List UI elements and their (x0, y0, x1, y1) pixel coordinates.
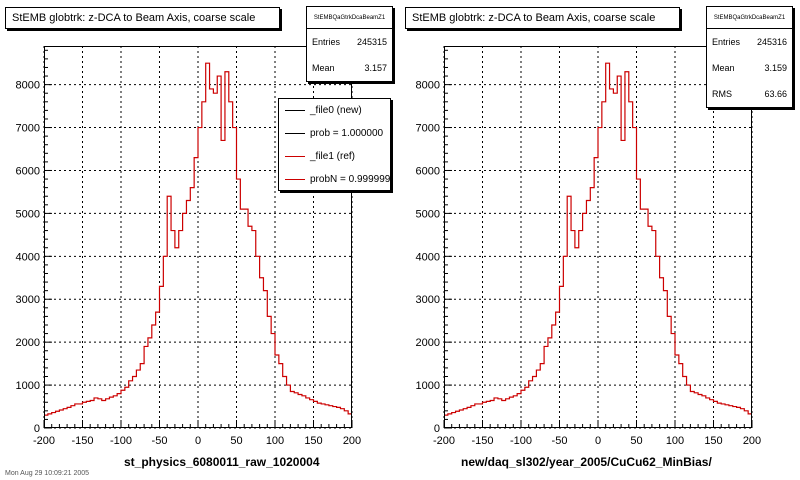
x-tick-label: -200 (433, 435, 455, 447)
y-tick-label: 3000 (16, 294, 40, 306)
legend-swatch (285, 179, 305, 180)
y-tick-label: 2000 (16, 337, 40, 349)
left-pad: -200 -150 -100 -50 0 50 100 150 200 0 1000 2000 3000… (5, 6, 393, 477)
left-histogram-title: StEMB globtrk: z-DCA to Beam Axis, coars… (5, 7, 280, 29)
x-tick-label: 0 (595, 435, 601, 447)
left-legend: _file0 (new) prob = 1.000000 _file1 (ref… (278, 98, 391, 191)
x-tick-label: -100 (110, 435, 132, 447)
histogram-series (44, 62, 352, 416)
right-stats-row-rms: RMS 63.66 (707, 81, 792, 107)
y-tick-label: 8000 (16, 80, 40, 92)
x-tick-label: 150 (704, 435, 722, 447)
histogram-series (444, 62, 752, 416)
y-tick-label: 1000 (16, 380, 40, 392)
x-tick-label: 100 (666, 435, 684, 447)
y-tick-label: 5000 (16, 208, 40, 220)
legend-entry-prob: prob = 1.000000 (279, 122, 390, 145)
stats-value: 3.157 (364, 63, 387, 73)
stats-label: Mean (312, 63, 335, 73)
x-tick-label: -50 (152, 435, 168, 447)
right-stats-row-mean: Mean 3.159 (707, 55, 792, 81)
x-tick-label: -200 (33, 435, 55, 447)
x-tick-label: 200 (743, 435, 761, 447)
y-tick-label: 1000 (416, 380, 440, 392)
y-tick-label: 8000 (416, 80, 440, 92)
stats-label: Mean (712, 63, 735, 73)
legend-label: prob = 1.000000 (310, 128, 384, 139)
x-tick-label: 200 (343, 435, 361, 447)
stats-label: Entries (712, 37, 741, 47)
x-tick-label: 150 (304, 435, 322, 447)
x-tick-label: -100 (510, 435, 532, 447)
y-tick-label: 0 (434, 423, 440, 435)
y-tick-label: 7000 (16, 123, 40, 135)
right-stats-name: StEMBQaGtrkDcaBeamZ1 (707, 7, 792, 29)
legend-swatch (285, 110, 305, 111)
right-histogram-title: StEMB globtrk: z-DCA to Beam Axis, coars… (405, 7, 680, 29)
legend-label: _file0 (new) (310, 105, 362, 116)
stats-value: 63.66 (764, 89, 787, 99)
footer-timestamp: Mon Aug 29 10:09:21 2005 (5, 470, 90, 477)
left-plot: -200 -150 -100 -50 0 50 100 150 2000100020003000… (16, 46, 361, 447)
y-tick-label: 2000 (416, 337, 440, 349)
right-stats-box: StEMBQaGtrkDcaBeamZ1 Entries 245316 Mean… (706, 6, 793, 108)
y-tick-label: 3000 (416, 294, 440, 306)
y-tick-label: 7000 (416, 123, 440, 135)
left-stats-row-entries: Entries 245315 (307, 29, 392, 55)
x-tick-label: -150 (471, 435, 493, 447)
right-pad: -200 -150 -100 -50 0 50 100 150 200 0 1000 2000 3000… (400, 0, 800, 480)
y-tick-label: 4000 (16, 251, 40, 263)
x-tick-label: 50 (230, 435, 242, 447)
x-tick-label: 100 (266, 435, 284, 447)
legend-swatch (285, 156, 305, 157)
stats-value: 245315 (356, 37, 387, 47)
stats-label: Entries (312, 37, 341, 47)
stats-value: 245316 (756, 37, 787, 47)
right-x-axis-label: new/daq_sl302/year_2005/CuCu62_MinBias/ (461, 455, 712, 469)
stats-label: RMS (712, 89, 732, 99)
y-tick-label: 6000 (16, 165, 40, 177)
left-x-axis-label: st_physics_6080011_raw_1020004 (124, 455, 320, 469)
x-tick-label: 0 (195, 435, 201, 447)
left-stats-name: StEMBQaGtrkDcaBeamZ1 (307, 7, 392, 29)
x-tick-label: 50 (630, 435, 642, 447)
legend-entry-probn: probN = 0.999999 (279, 168, 391, 190)
y-tick-label: 4000 (416, 251, 440, 263)
x-tick-label: -150 (71, 435, 93, 447)
y-tick-label: 5000 (416, 208, 440, 220)
y-tick-label: 6000 (416, 165, 440, 177)
x-tick-label: -50 (552, 435, 568, 447)
y-tick-label: 0 (34, 423, 40, 435)
left-stats-row-mean: Mean 3.157 (307, 55, 392, 81)
stats-value: 3.159 (764, 63, 787, 73)
legend-entry-file0: _file0 (new) (279, 99, 390, 122)
legend-entry-file1: _file1 (ref) (279, 145, 390, 168)
right-stats-row-entries: Entries 245316 (707, 29, 792, 55)
legend-label: probN = 0.999999 (310, 174, 391, 185)
left-stats-box: StEMBQaGtrkDcaBeamZ1 Entries 245315 Mean… (306, 6, 393, 82)
legend-label: _file1 (ref) (310, 151, 356, 162)
legend-swatch (285, 133, 305, 134)
